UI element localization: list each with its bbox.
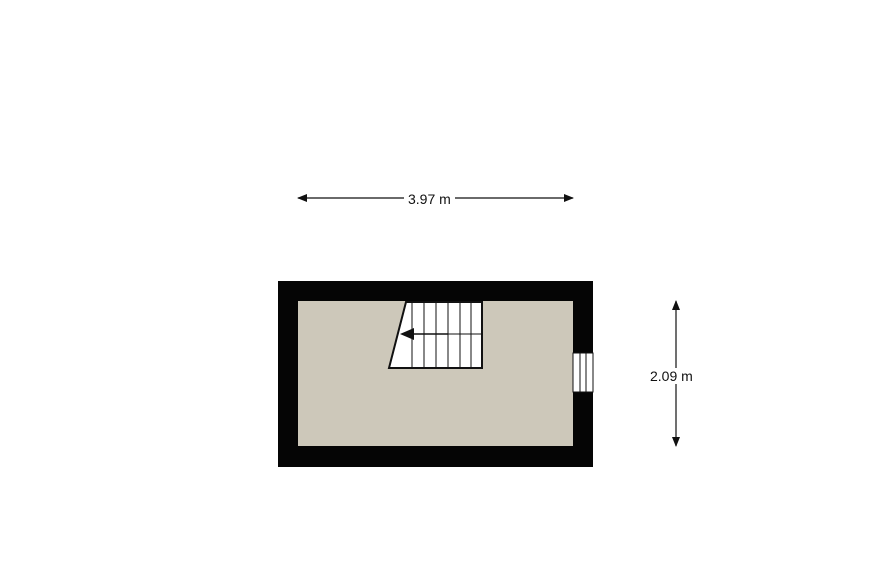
width-dimension-label: 3.97 m bbox=[404, 191, 455, 207]
window-right bbox=[572, 352, 594, 393]
staircase bbox=[387, 301, 483, 369]
stair-direction-arrow bbox=[400, 328, 448, 340]
height-dimension-label: 2.09 m bbox=[646, 368, 697, 384]
